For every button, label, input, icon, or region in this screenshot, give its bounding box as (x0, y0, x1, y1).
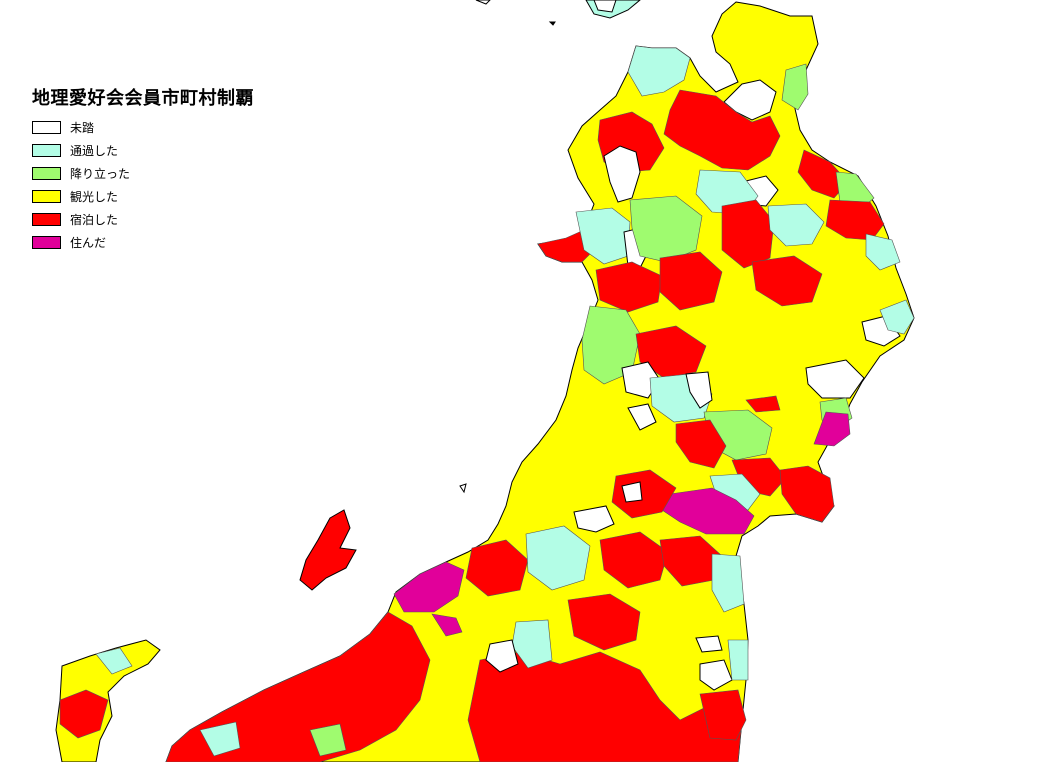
legend-swatch (32, 167, 61, 180)
legend: 地理愛好会会員市町村制覇 未踏 通過した 降り立った 観光した 宿泊した 住んだ (32, 84, 254, 254)
legend-label: 未踏 (70, 121, 95, 135)
legend-swatch (32, 213, 61, 226)
legend-label: 観光した (70, 190, 119, 204)
legend-item-lived: 住んだ (32, 231, 254, 254)
legend-title: 地理愛好会会員市町村制覇 (32, 88, 254, 109)
legend-swatch (32, 121, 61, 134)
legend-label: 住んだ (70, 236, 107, 250)
legend-swatch (32, 190, 61, 203)
sado-island (299, 509, 357, 591)
legend-label: 降り立った (70, 167, 131, 181)
legend-item-passed: 通過した (32, 139, 254, 162)
legend-item-mito: 未踏 (32, 116, 254, 139)
legend-item-stayed: 宿泊した (32, 208, 254, 231)
legend-item-visited: 観光した (32, 185, 254, 208)
legend-item-stopped: 降り立った (32, 162, 254, 185)
legend-label: 宿泊した (70, 213, 119, 227)
legend-swatch (32, 144, 61, 157)
legend-swatch (32, 236, 61, 249)
legend-label: 通過した (70, 144, 119, 158)
